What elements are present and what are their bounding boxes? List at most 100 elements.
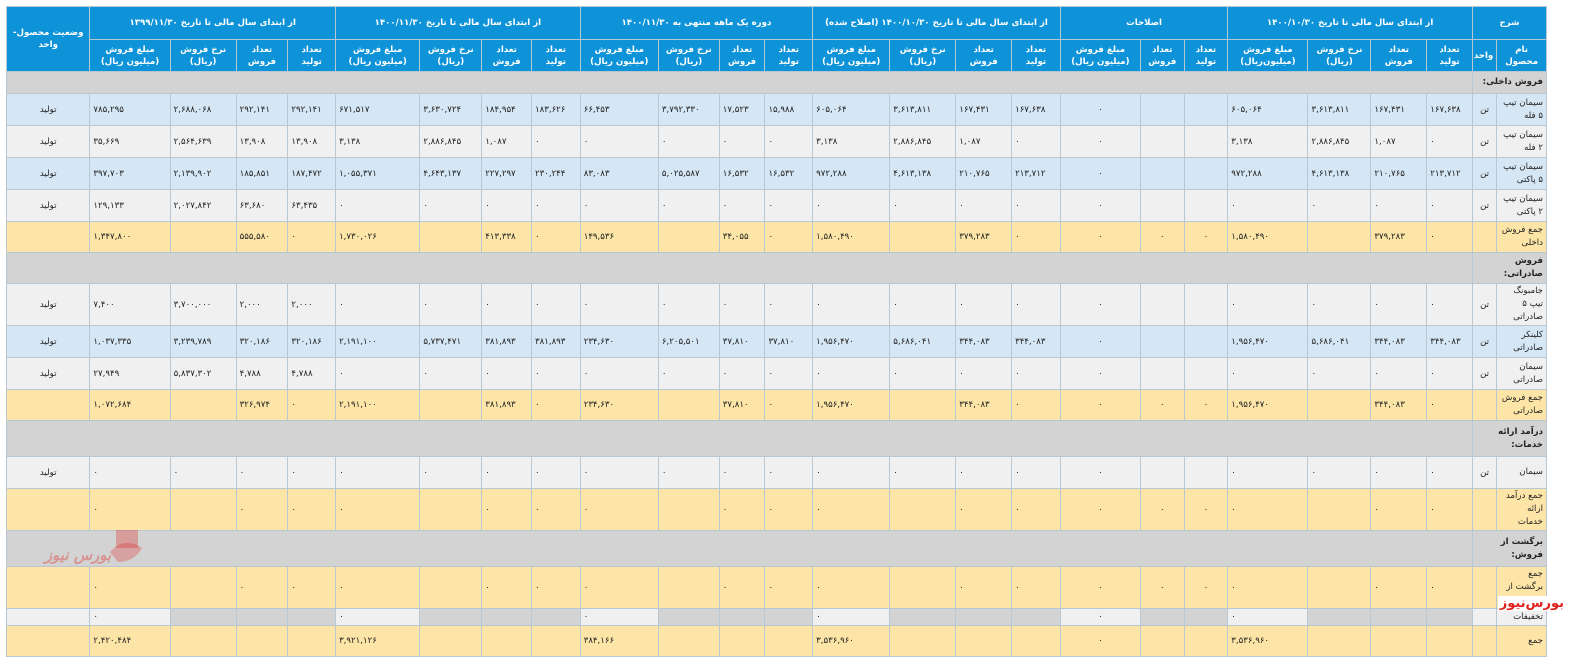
product-status: تولید xyxy=(5,357,91,390)
product-name: سیمان تیپ ۵ فله xyxy=(1496,93,1547,126)
value-cell: ۰ xyxy=(1227,456,1309,489)
value-cell: ۳,۲۳۹,۷۸۹ xyxy=(169,325,237,358)
report-container: شرح از ابتدای سال مالی تا تاریخ ۱۴۰۰/۱۰/… xyxy=(5,6,1548,657)
value-cell: ۰ xyxy=(1426,488,1473,531)
value-cell: ۰ xyxy=(530,357,581,390)
value-cell: ۱,۰۸۷ xyxy=(955,125,1013,158)
value-cell: ۱۶۷,۴۳۱ xyxy=(955,93,1013,126)
header-sales-count: تعداد فروش xyxy=(481,39,532,72)
value-cell: ۳۴۴,۰۸۳ xyxy=(1370,325,1428,358)
value-cell: ۳۴۴,۰۸۳ xyxy=(955,325,1013,358)
value-cell: ۰ xyxy=(530,389,581,421)
header-group-ytd-adjusted: از ابتدای سال مالی تا تاریخ ۱۴۰۰/۱۰/۳۰ (… xyxy=(812,6,1061,40)
value-cell: ۰ xyxy=(335,189,421,222)
header-unit: واحد xyxy=(1471,39,1498,72)
value-cell: ۰ xyxy=(579,608,659,626)
value-cell xyxy=(1307,608,1372,626)
value-cell xyxy=(1183,283,1229,326)
value-cell: ۰ xyxy=(335,488,421,531)
value-cell xyxy=(1426,608,1473,626)
value-cell: ۰ xyxy=(1011,456,1061,489)
value-cell xyxy=(764,625,814,657)
value-cell: ۱۶۷,۴۳۱ xyxy=(1370,93,1428,126)
header-production-count: تعداد تولید xyxy=(287,39,337,72)
value-cell xyxy=(718,608,766,626)
value-cell: ۶۷۱,۵۱۷ xyxy=(335,93,421,126)
value-cell: ۰ xyxy=(718,189,766,222)
value-cell xyxy=(1139,608,1185,626)
value-cell: ۰ xyxy=(287,488,337,531)
value-cell xyxy=(1307,221,1372,253)
value-cell: ۰ xyxy=(530,488,581,531)
value-cell: ۰ xyxy=(335,283,421,326)
value-cell xyxy=(530,625,581,657)
value-cell: ۰ xyxy=(1426,456,1473,489)
value-cell: ۰ xyxy=(1059,125,1141,158)
value-cell xyxy=(1139,325,1185,358)
value-cell: ۰ xyxy=(1426,125,1473,158)
product-name: سیمان تیپ ۲ فله xyxy=(1496,125,1547,158)
section-header-row: فروش داخلی: xyxy=(6,71,1548,94)
header-product-name: نام محصول xyxy=(1496,39,1547,72)
value-cell xyxy=(657,608,720,626)
value-cell: ۴,۶۱۳,۱۳۸ xyxy=(1307,157,1372,190)
value-cell: ۰ xyxy=(812,283,891,326)
value-cell: ۰ xyxy=(89,566,171,609)
section-header-row: درآمد ارائه خدمات: xyxy=(6,420,1548,457)
value-cell: ۰ xyxy=(1059,283,1141,326)
value-cell: ۱۸۳,۶۲۶ xyxy=(530,93,581,126)
table-row: سیمان تیپ ۲ فله تن ۰ ۱,۰۸۷ ۲,۸۸۶,۸۴۵ ۳,۱۳۸ ۰ ۰ ۱… xyxy=(5,125,1547,158)
product-status: تولید xyxy=(5,125,91,158)
total-row: جمع ۳,۵۳۶,۹۶۰ ۰ ۳,۵۳۶,۹۶۰ ۳۸۴,۱۶۶ ۳,۹۲۱,۱۲۶ ۲,… xyxy=(5,625,1547,657)
value-cell: ۰ xyxy=(1059,456,1141,489)
header-sales-amount: مبلغ فروش (میلیون ریال) xyxy=(1059,39,1141,72)
value-cell: ۰ xyxy=(579,283,659,326)
value-cell xyxy=(169,625,237,657)
value-cell: ۱۸۵,۸۵۱ xyxy=(235,157,289,190)
value-cell: ۰ xyxy=(1426,283,1473,326)
value-cell xyxy=(1370,625,1428,657)
value-cell: ۱۶,۵۳۲ xyxy=(764,157,814,190)
value-cell xyxy=(419,221,483,253)
value-cell xyxy=(169,566,237,609)
value-cell: ۱,۹۵۶,۴۷۰ xyxy=(1227,389,1309,421)
value-cell: ۳۴۴,۰۸۳ xyxy=(1370,389,1428,421)
value-cell: ۰ xyxy=(1307,189,1372,222)
value-cell: ۵,۸۳۷,۳۰۲ xyxy=(169,357,237,390)
value-cell: ۰ xyxy=(530,566,581,609)
value-cell: ۰ xyxy=(530,221,581,253)
value-cell: ۰ xyxy=(1370,189,1428,222)
unit-cell xyxy=(1471,389,1498,421)
product-status xyxy=(5,566,91,609)
product-name: سیمان xyxy=(1496,456,1547,489)
value-cell: ۲۱۳,۷۱۲ xyxy=(1426,157,1473,190)
value-cell: ۲۷,۹۴۹ xyxy=(89,357,171,390)
value-cell xyxy=(1183,325,1229,358)
header-sales-count: تعداد فروش xyxy=(235,39,289,72)
value-cell: ۰ xyxy=(1059,157,1141,190)
value-cell xyxy=(889,566,957,609)
value-cell xyxy=(1139,189,1185,222)
value-cell: ۰ xyxy=(235,488,289,531)
value-cell: ۲۳۰,۲۴۴ xyxy=(530,157,581,190)
value-cell xyxy=(419,488,483,531)
value-cell: ۱,۵۸۰,۴۹۰ xyxy=(812,221,891,253)
value-cell: ۴,۷۸۸ xyxy=(235,357,289,390)
value-cell xyxy=(1011,608,1061,626)
value-cell: ۲,۸۸۶,۸۴۵ xyxy=(419,125,483,158)
value-cell: ۰ xyxy=(1370,357,1428,390)
product-name: سیمان تیپ ۵ پاکتی xyxy=(1496,157,1547,190)
value-cell: ۰ xyxy=(1370,566,1428,609)
value-cell: ۱۷,۵۲۳ xyxy=(718,93,766,126)
section-title: فروش داخلی: xyxy=(1471,71,1548,94)
value-cell xyxy=(889,625,957,657)
value-cell: ۸۳,۰۸۳ xyxy=(579,157,659,190)
product-name: تخفیفات xyxy=(1496,608,1547,626)
value-cell: ۳۲۶,۹۷۴ xyxy=(235,389,289,421)
table-row: سیمان تیپ ۵ پاکتی تن ۲۱۳,۷۱۲ ۲۱۰,۷۶۵ ۴,۶۱۳,۱… xyxy=(5,157,1547,190)
value-cell: ۱۲۹,۱۳۳ xyxy=(89,189,171,222)
value-cell: ۰ xyxy=(579,456,659,489)
value-cell: ۰ xyxy=(1139,566,1185,609)
product-status: تولید xyxy=(5,456,91,489)
header-sales-count: تعداد فروش xyxy=(1139,39,1185,72)
